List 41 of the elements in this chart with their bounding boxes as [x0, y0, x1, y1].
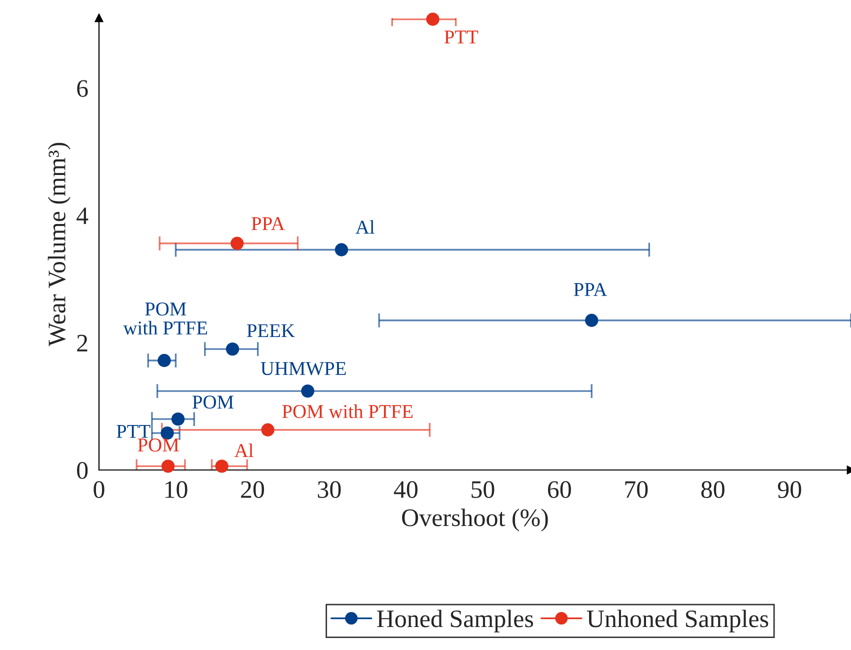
- data-label: Al: [234, 443, 254, 457]
- x-tick-label: 50: [472, 481, 494, 498]
- point: [161, 460, 175, 473]
- point: [585, 314, 598, 327]
- x-tick-label: 70: [625, 481, 648, 498]
- data-label: Al: [356, 220, 374, 234]
- y-tick-label: 0: [77, 462, 88, 479]
- x-tick-label: 20: [241, 481, 264, 498]
- x-tick-label: 30: [318, 481, 341, 498]
- x-tick-label: 60: [548, 481, 571, 498]
- x-tick-label: 80: [701, 481, 724, 498]
- point: [171, 412, 185, 426]
- point: [158, 354, 171, 368]
- data-label: UHMWPE: [260, 362, 346, 376]
- data-label: PPA: [574, 283, 608, 296]
- legend-label: Honed Samples: [377, 610, 534, 632]
- data-label: POM with PTFE: [282, 404, 413, 418]
- legend-label: Unhoned Samples: [586, 610, 768, 632]
- point: [261, 423, 274, 436]
- data-label: PTT: [444, 30, 478, 44]
- point: [215, 460, 228, 473]
- point: [334, 243, 348, 256]
- y-tick-label: 2: [77, 334, 88, 352]
- data-label: PEEK: [246, 324, 295, 338]
- data-label: POM: [192, 396, 234, 409]
- y-tick-label: 6: [77, 80, 88, 97]
- x-axis-title: Overshoot (%): [402, 508, 548, 532]
- point: [226, 342, 240, 356]
- point: [426, 12, 440, 26]
- x-tick-label: 90: [778, 481, 802, 498]
- y-tick-label: 4: [76, 208, 88, 224]
- y-axis-title: Wear Volume (mm³): [48, 142, 71, 346]
- point: [301, 384, 314, 398]
- data-label: PTT: [116, 425, 150, 438]
- data-label: POM with PTFE: [123, 302, 208, 335]
- x-tick-label: 0: [94, 481, 104, 498]
- data-label: POM: [138, 438, 179, 452]
- point: [230, 236, 244, 250]
- x-tick-label: 40: [394, 481, 418, 498]
- x-tick-label: 10: [165, 481, 188, 498]
- data-label: PPA: [252, 217, 285, 230]
